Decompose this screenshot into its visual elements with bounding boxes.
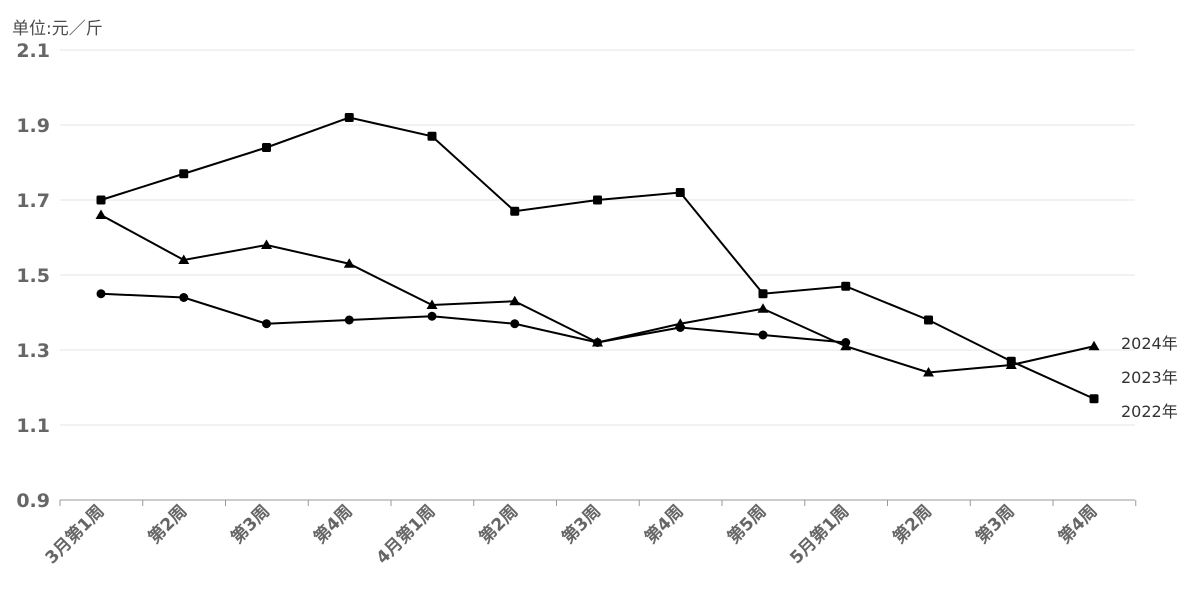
data-point bbox=[758, 330, 768, 340]
data-point bbox=[178, 254, 190, 264]
x-tick-label: 3月第1周 bbox=[41, 501, 109, 569]
data-point bbox=[840, 340, 852, 351]
data-point bbox=[1006, 356, 1016, 366]
data-point bbox=[262, 319, 271, 329]
y-tick-label: 2.1 bbox=[16, 40, 50, 62]
y-tick-label: 1.7 bbox=[16, 190, 50, 212]
data-point bbox=[344, 113, 354, 122]
series-line-2024年 bbox=[100, 292, 846, 344]
data-point bbox=[262, 143, 271, 152]
data-point bbox=[343, 258, 355, 268]
data-point bbox=[924, 315, 933, 325]
x-tick-label: 第4周 bbox=[310, 501, 357, 548]
data-point bbox=[510, 319, 520, 329]
data-point bbox=[841, 281, 851, 291]
x-tick-label: 4月第1周 bbox=[372, 501, 440, 569]
series-line-2023年 bbox=[100, 214, 1095, 374]
data-point bbox=[261, 239, 272, 249]
x-tick-label: 第4周 bbox=[1054, 501, 1101, 548]
x-tick-label: 第3周 bbox=[558, 501, 605, 548]
data-point bbox=[675, 188, 685, 197]
x-tick-label: 第3周 bbox=[227, 501, 274, 548]
y-tick-label: 1.1 bbox=[16, 415, 50, 437]
unit-label: 单位:元／斤 bbox=[12, 19, 103, 39]
data-point bbox=[757, 303, 769, 313]
x-tick-label: 5月第1周 bbox=[786, 501, 854, 569]
series-label: 2022年 bbox=[1121, 402, 1178, 421]
data-point bbox=[426, 299, 438, 309]
data-point bbox=[510, 206, 520, 216]
data-point bbox=[593, 195, 602, 205]
data-point bbox=[674, 318, 686, 328]
series-label: 2023年 bbox=[1121, 368, 1178, 387]
data-point bbox=[592, 337, 603, 347]
data-point bbox=[95, 209, 107, 219]
data-point bbox=[1089, 394, 1099, 404]
data-point bbox=[344, 315, 354, 325]
series-label: 2024年 bbox=[1121, 334, 1178, 353]
data-point bbox=[96, 289, 106, 299]
data-point bbox=[509, 295, 521, 306]
data-point bbox=[179, 169, 189, 179]
data-point bbox=[427, 311, 437, 321]
x-tick-label: 第4周 bbox=[641, 501, 688, 548]
data-point bbox=[1088, 340, 1100, 351]
data-point bbox=[96, 195, 106, 205]
x-tick-label: 第2周 bbox=[475, 501, 522, 548]
data-point bbox=[427, 131, 437, 141]
y-tick-label: 0.9 bbox=[16, 490, 50, 512]
x-tick-label: 第5周 bbox=[723, 501, 770, 548]
data-point bbox=[923, 367, 934, 377]
series-line-2022年 bbox=[100, 116, 1095, 400]
x-tick-label: 第2周 bbox=[144, 501, 191, 548]
y-tick-label: 1.3 bbox=[16, 340, 50, 362]
data-point bbox=[179, 293, 189, 302]
x-tick-label: 第2周 bbox=[889, 501, 936, 548]
y-tick-label: 1.5 bbox=[16, 265, 50, 287]
data-point bbox=[758, 289, 768, 299]
y-tick-label: 1.9 bbox=[16, 115, 50, 137]
x-tick-label: 第3周 bbox=[972, 501, 1019, 548]
